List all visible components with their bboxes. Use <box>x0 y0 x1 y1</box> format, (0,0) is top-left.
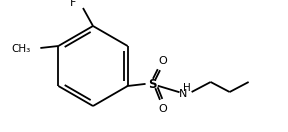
Text: CH₃: CH₃ <box>11 44 30 54</box>
Text: F: F <box>70 0 76 8</box>
Text: O: O <box>158 56 167 66</box>
Text: S: S <box>148 77 157 91</box>
Text: O: O <box>158 104 167 114</box>
Text: N: N <box>179 89 187 99</box>
Text: H: H <box>183 83 191 93</box>
